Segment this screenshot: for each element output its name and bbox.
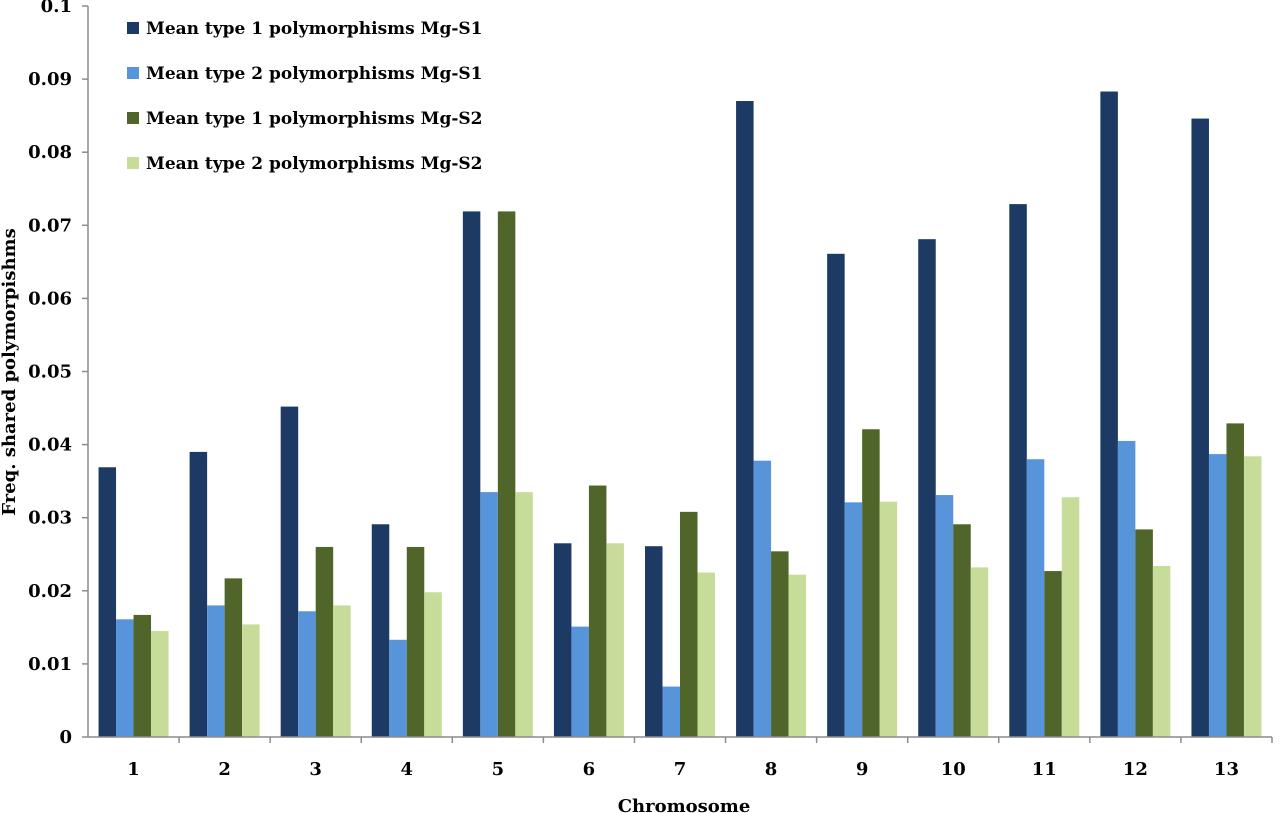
bar xyxy=(788,574,807,737)
bar xyxy=(1135,529,1153,737)
bar xyxy=(1026,459,1045,737)
bar xyxy=(953,524,971,737)
bar xyxy=(935,495,954,737)
x-tick-label: 6 xyxy=(583,759,596,780)
bar xyxy=(1191,118,1209,738)
legend-label: Mean type 2 polymorphisms Mg-S1 xyxy=(146,64,483,84)
bar xyxy=(424,592,442,737)
bar xyxy=(1226,423,1244,737)
bar xyxy=(827,253,845,737)
bar xyxy=(662,686,680,737)
legend-label: Mean type 2 polymorphisms Mg-S2 xyxy=(146,154,483,174)
legend-swatch xyxy=(127,67,139,79)
bars-group xyxy=(98,91,1262,738)
x-tick-label: 2 xyxy=(218,759,231,780)
bar xyxy=(515,492,533,737)
bar xyxy=(315,546,334,737)
x-tick-label: 13 xyxy=(1214,759,1239,780)
y-tick-label: 0.09 xyxy=(28,69,72,90)
bar xyxy=(98,467,117,737)
bar xyxy=(1009,204,1027,737)
y-tick-label: 0.04 xyxy=(28,435,72,456)
bar xyxy=(1208,454,1227,737)
bar xyxy=(645,546,663,737)
legend-swatch xyxy=(127,22,139,34)
bar xyxy=(371,524,390,737)
bar xyxy=(333,605,351,737)
legend: Mean type 1 polymorphisms Mg-S1 Mean type… xyxy=(127,19,483,174)
bar xyxy=(224,578,243,737)
y-tick-label: 0.1 xyxy=(41,0,72,17)
x-axis-title: Chromosome xyxy=(618,796,751,813)
bar xyxy=(151,631,169,737)
y-tick-label: 0.05 xyxy=(28,362,72,383)
x-tick-label: 10 xyxy=(941,759,966,780)
bar xyxy=(879,501,898,737)
bar xyxy=(844,502,863,737)
bar xyxy=(207,605,225,737)
bar xyxy=(389,639,407,737)
y-tick-label: 0.06 xyxy=(28,288,72,309)
bar xyxy=(697,572,715,737)
bar xyxy=(1117,440,1136,737)
x-tick-label: 7 xyxy=(674,759,687,780)
bar xyxy=(753,460,772,737)
x-tick-label: 12 xyxy=(1123,759,1148,780)
bar xyxy=(189,451,208,737)
bar xyxy=(862,429,880,737)
bar xyxy=(280,406,299,737)
bar xyxy=(298,611,316,737)
bar xyxy=(133,614,152,737)
bar xyxy=(918,239,936,737)
bar xyxy=(771,551,789,737)
bar xyxy=(553,543,572,737)
legend-swatch xyxy=(127,112,139,124)
bar xyxy=(480,492,498,737)
bar xyxy=(1044,571,1062,737)
legend-label: Mean type 1 polymorphisms Mg-S2 xyxy=(146,109,483,129)
bar xyxy=(406,546,425,737)
bar xyxy=(1061,497,1080,737)
bar xyxy=(1243,456,1262,737)
axes-group: 0 0.01 0.02 0.03 0.04 0.05 0.06 0.07 0.08 0.09 0.1… xyxy=(28,0,1273,780)
bar xyxy=(242,624,260,737)
x-tick-label: 5 xyxy=(492,759,505,780)
bar xyxy=(606,543,624,737)
bar xyxy=(588,485,607,737)
bar xyxy=(970,567,989,737)
bar xyxy=(736,101,754,737)
y-tick-label: 0.01 xyxy=(28,654,72,675)
x-tick-label: 1 xyxy=(127,759,140,780)
bar xyxy=(1100,91,1118,738)
y-tick-label: 0.02 xyxy=(28,581,72,602)
bar xyxy=(497,211,516,737)
x-tick-label: 11 xyxy=(1032,759,1057,780)
bar xyxy=(571,626,589,737)
legend-label: Mean type 1 polymorphisms Mg-S1 xyxy=(146,19,483,39)
bar xyxy=(680,511,698,737)
y-tick-label: 0.08 xyxy=(28,142,72,163)
y-tick-label: 0.07 xyxy=(28,215,72,236)
legend-swatch xyxy=(127,157,139,169)
bar xyxy=(116,619,134,737)
x-tick-label: 8 xyxy=(765,759,778,780)
y-tick-label: 0 xyxy=(59,727,72,748)
bar xyxy=(1152,565,1171,737)
y-tick-label: 0.03 xyxy=(28,508,72,529)
y-axis-title: Freq. shared polymorpishms xyxy=(0,228,20,515)
x-tick-label: 9 xyxy=(856,759,869,780)
x-tick-label: 4 xyxy=(401,759,414,780)
bar xyxy=(462,211,481,737)
x-tick-label: 3 xyxy=(309,759,322,780)
